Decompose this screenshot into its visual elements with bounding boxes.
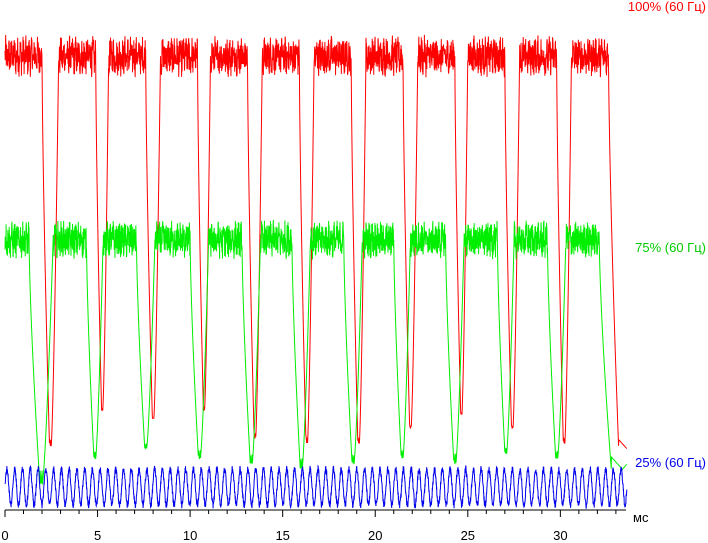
x-tick-label: 15: [275, 528, 289, 543]
series-line-2: [4, 464, 628, 509]
x-tick-label: 30: [553, 528, 567, 543]
x-tick-label: 0: [1, 528, 8, 543]
x-tick-label: 25: [461, 528, 475, 543]
x-axis: 0 5 10 15 20 25 30: [1, 509, 626, 543]
series-line-0: [4, 34, 628, 449]
series-line-1: [4, 219, 628, 485]
plot-area: [4, 34, 628, 509]
x-axis-label: мс: [633, 510, 649, 525]
legend-label-25: 25% (60 Гц): [635, 455, 706, 470]
legend-label-75: 75% (60 Гц): [635, 240, 706, 255]
x-tick-label: 10: [183, 528, 197, 543]
x-tick-label: 20: [368, 528, 382, 543]
x-tick-label: 5: [94, 528, 101, 543]
legend-label-100: 100% (60 Гц): [628, 0, 706, 14]
